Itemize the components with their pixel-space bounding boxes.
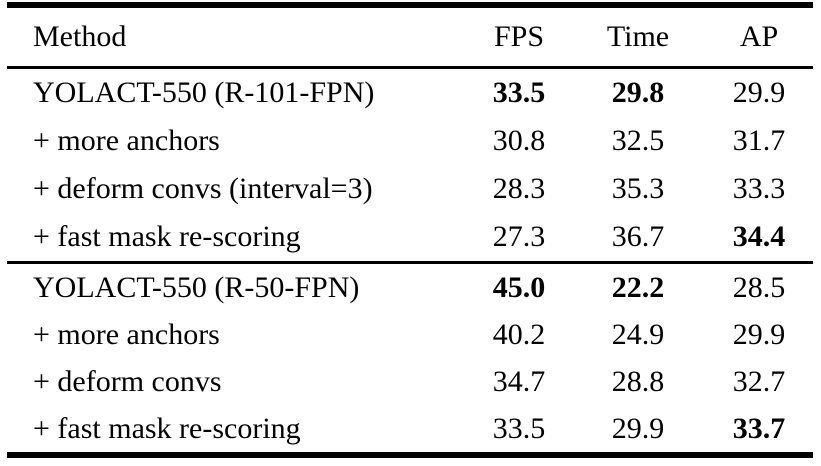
method-cell: + fast mask re-scoring <box>33 411 301 445</box>
fps-cell: 28.3 <box>492 172 546 205</box>
ap-cell: 29.9 <box>732 317 786 351</box>
table-header-row: Method FPS Time AP <box>7 8 813 66</box>
table-row: + more anchors 30.8 32.5 31.7 <box>7 117 813 165</box>
table-row: + fast mask re-scoring 27.3 36.7 34.4 <box>7 213 813 261</box>
fps-cell: 30.8 <box>492 124 546 157</box>
time-cell: 22.2 <box>611 270 665 304</box>
fps-cell: 27.3 <box>492 220 546 253</box>
ap-cell: 29.9 <box>732 76 786 109</box>
time-cell: 29.9 <box>611 411 665 445</box>
top-rule <box>7 2 813 8</box>
section-separator-rule <box>7 261 813 264</box>
time-cell: 32.5 <box>611 124 665 157</box>
time-cell: 35.3 <box>611 172 665 205</box>
time-cell: 24.9 <box>611 317 665 351</box>
table-row: YOLACT-550 (R-101-FPN) 33.5 29.8 29.9 <box>7 69 813 117</box>
ap-cell: 34.4 <box>732 220 786 253</box>
column-header-fps: FPS <box>493 20 545 53</box>
ablation-table: Method FPS Time AP YOLACT-550 (R-101-FPN… <box>7 2 813 458</box>
method-cell: + more anchors <box>33 317 220 351</box>
method-cell: YOLACT-550 (R-101-FPN) <box>33 76 375 109</box>
method-cell: YOLACT-550 (R-50-FPN) <box>33 270 360 304</box>
column-header-ap: AP <box>739 20 779 53</box>
table-row: YOLACT-550 (R-50-FPN) 45.0 22.2 28.5 <box>7 264 813 311</box>
method-cell: + more anchors <box>33 124 220 157</box>
ap-cell: 28.5 <box>732 270 786 304</box>
fps-cell: 33.5 <box>492 76 546 109</box>
time-cell: 36.7 <box>611 220 665 253</box>
ap-cell: 31.7 <box>732 124 786 157</box>
fps-cell: 33.5 <box>492 411 546 445</box>
ap-cell: 32.7 <box>732 364 786 398</box>
table-row: + more anchors 40.2 24.9 29.9 <box>7 311 813 358</box>
ap-cell: 33.7 <box>732 411 786 445</box>
column-header-time: Time <box>606 20 670 53</box>
time-cell: 29.8 <box>611 76 665 109</box>
table-row: + deform convs 34.7 28.8 32.7 <box>7 358 813 405</box>
fps-cell: 40.2 <box>492 317 546 351</box>
table-row: + deform convs (interval=3) 28.3 35.3 33… <box>7 165 813 213</box>
table-row: + fast mask re-scoring 33.5 29.9 33.7 <box>7 405 813 452</box>
method-cell: + fast mask re-scoring <box>33 220 301 253</box>
method-cell: + deform convs (interval=3) <box>33 172 373 205</box>
fps-cell: 45.0 <box>492 270 546 304</box>
fps-cell: 34.7 <box>492 364 546 398</box>
time-cell: 28.8 <box>611 364 665 398</box>
bottom-rule <box>7 452 813 458</box>
section-r101: YOLACT-550 (R-101-FPN) 33.5 29.8 29.9 + … <box>7 69 813 261</box>
column-header-method: Method <box>33 20 127 53</box>
header-separator-rule <box>7 66 813 69</box>
section-r50: YOLACT-550 (R-50-FPN) 45.0 22.2 28.5 + m… <box>7 264 813 452</box>
ap-cell: 33.3 <box>732 172 786 205</box>
method-cell: + deform convs <box>33 364 222 398</box>
